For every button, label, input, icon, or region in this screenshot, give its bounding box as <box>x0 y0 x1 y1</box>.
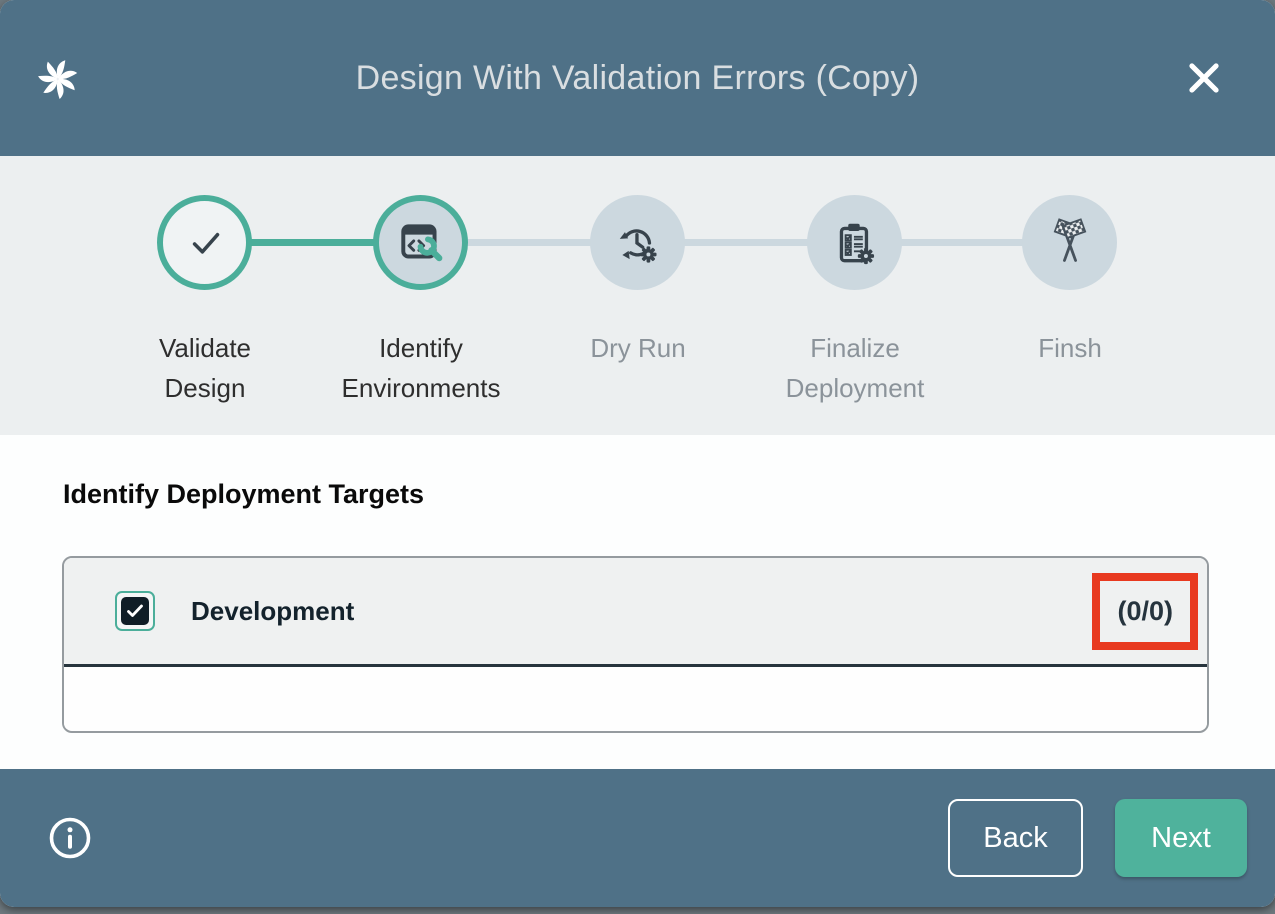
step-content: Identify Deployment Targets Development … <box>0 435 1275 769</box>
modal-title: Design With Validation Errors (Copy) <box>355 58 920 97</box>
wizard-stepper: Validate Design Identify Environments Dr… <box>0 156 1275 435</box>
code-window-wrench-icon <box>396 218 446 268</box>
step-finish-circle[interactable] <box>1022 195 1117 290</box>
step-identify-environments-circle[interactable] <box>373 195 468 290</box>
target-count: (0/0) <box>1117 595 1173 626</box>
step-validate-design-circle[interactable] <box>157 195 252 290</box>
stepper-connector <box>855 239 1070 246</box>
stepper-connector <box>638 239 855 246</box>
history-gear-icon <box>613 218 663 268</box>
panel-empty-area <box>64 667 1207 729</box>
clipboard-checklist-gear-icon <box>830 218 880 268</box>
development-checkbox[interactable] <box>115 591 155 631</box>
step-finalize-deployment-circle[interactable] <box>807 195 902 290</box>
modal-header: Design With Validation Errors (Copy) <box>0 0 1275 156</box>
stepper-connector-done <box>205 239 421 246</box>
deployment-targets-panel: Development (0/0) <box>62 556 1209 733</box>
step-label-identify-environments: Identify Environments <box>341 333 501 403</box>
target-count-annotation-box: (0/0) <box>1092 572 1198 650</box>
close-button[interactable] <box>1182 56 1226 100</box>
target-name: Development <box>191 595 355 626</box>
check-icon <box>180 218 230 268</box>
step-label-finish: Finsh <box>1038 333 1102 363</box>
checkered-flags-icon <box>1044 217 1096 269</box>
target-row-development: Development (0/0) <box>64 558 1207 667</box>
stepper-connector <box>421 239 638 246</box>
close-icon <box>1182 56 1226 100</box>
checkbox-check-icon <box>121 597 149 625</box>
next-button[interactable]: Next <box>1115 799 1247 877</box>
modal-footer: Back Next <box>0 769 1275 907</box>
info-icon <box>48 816 92 860</box>
step-label-dry-run: Dry Run <box>590 333 686 363</box>
step-label-validate-design: Validate Design <box>158 333 252 403</box>
back-button[interactable]: Back <box>948 799 1083 877</box>
step-dry-run-circle[interactable] <box>590 195 685 290</box>
app-pinwheel-logo-icon <box>33 54 83 104</box>
section-heading: Identify Deployment Targets <box>63 479 425 509</box>
step-label-finalize-deployment: Finalize Deployment <box>785 333 925 403</box>
info-button[interactable] <box>48 816 92 860</box>
